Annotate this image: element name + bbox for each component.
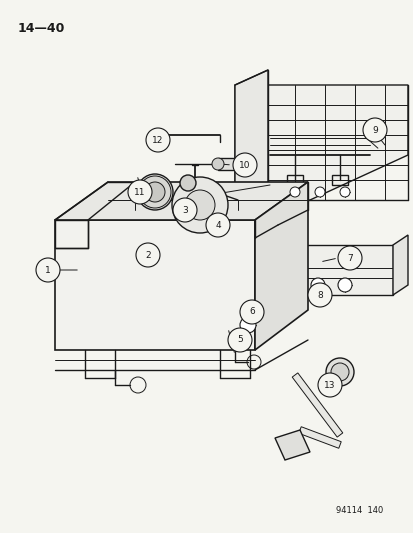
Text: 5: 5 bbox=[237, 335, 242, 344]
Circle shape bbox=[206, 213, 230, 237]
Circle shape bbox=[228, 328, 252, 352]
Circle shape bbox=[240, 300, 263, 324]
Polygon shape bbox=[301, 245, 392, 295]
Circle shape bbox=[325, 358, 353, 386]
Polygon shape bbox=[392, 235, 407, 295]
Circle shape bbox=[180, 175, 195, 191]
Polygon shape bbox=[292, 373, 342, 437]
Circle shape bbox=[314, 187, 324, 197]
Circle shape bbox=[146, 128, 170, 152]
Circle shape bbox=[233, 153, 256, 177]
Circle shape bbox=[145, 182, 165, 202]
Circle shape bbox=[362, 118, 386, 142]
Circle shape bbox=[137, 174, 173, 210]
Circle shape bbox=[339, 187, 349, 197]
Text: 3: 3 bbox=[182, 206, 188, 214]
Circle shape bbox=[211, 158, 223, 170]
Text: 9: 9 bbox=[371, 125, 377, 134]
Text: 4: 4 bbox=[215, 221, 220, 230]
Polygon shape bbox=[235, 85, 407, 200]
Text: 12: 12 bbox=[152, 135, 163, 144]
Polygon shape bbox=[55, 220, 254, 350]
Polygon shape bbox=[274, 430, 309, 460]
Polygon shape bbox=[55, 220, 88, 248]
Circle shape bbox=[307, 283, 331, 307]
Polygon shape bbox=[218, 158, 244, 170]
Text: 8: 8 bbox=[316, 290, 322, 300]
Text: 7: 7 bbox=[346, 254, 352, 262]
Circle shape bbox=[128, 180, 152, 204]
Circle shape bbox=[240, 317, 255, 333]
Text: 1: 1 bbox=[45, 265, 51, 274]
Polygon shape bbox=[55, 182, 307, 220]
Polygon shape bbox=[298, 427, 340, 448]
Circle shape bbox=[337, 278, 351, 292]
Text: 13: 13 bbox=[323, 381, 335, 390]
Polygon shape bbox=[185, 178, 204, 192]
Circle shape bbox=[289, 187, 299, 197]
Circle shape bbox=[36, 258, 60, 282]
Circle shape bbox=[317, 373, 341, 397]
Circle shape bbox=[171, 177, 228, 233]
Text: 11: 11 bbox=[134, 188, 145, 197]
Circle shape bbox=[185, 190, 214, 220]
Text: 2: 2 bbox=[145, 251, 150, 260]
Text: 14—40: 14—40 bbox=[18, 22, 65, 35]
Polygon shape bbox=[254, 182, 307, 350]
Text: 10: 10 bbox=[239, 160, 250, 169]
Circle shape bbox=[136, 243, 159, 267]
Circle shape bbox=[330, 363, 348, 381]
Polygon shape bbox=[235, 70, 267, 200]
Circle shape bbox=[337, 246, 361, 270]
Text: 94114  140: 94114 140 bbox=[335, 506, 383, 515]
Text: 6: 6 bbox=[249, 308, 254, 317]
Circle shape bbox=[173, 198, 197, 222]
Circle shape bbox=[310, 278, 324, 292]
